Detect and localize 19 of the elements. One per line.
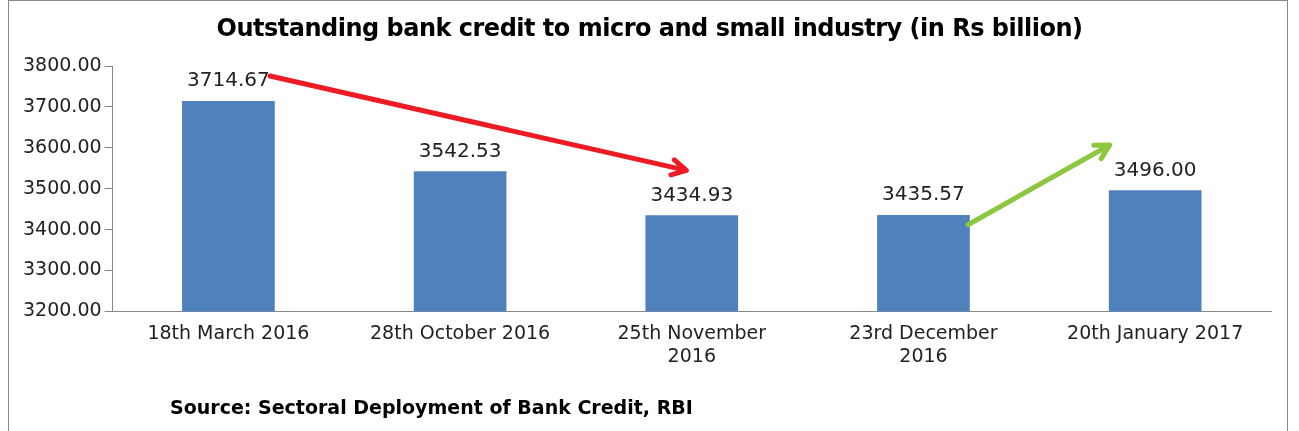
source-note: Source: Sectoral Deployment of Bank Credit, RBI [170,396,693,418]
y-tick-label: 3600.00 [22,134,102,157]
x-tick-label: 28th October 2016 [370,320,551,343]
y-tick-label: 3800.00 [22,52,102,75]
data-label: 3542.53 [418,137,502,162]
data-label: 3714.67 [187,67,270,92]
y-tick-label: 3500.00 [22,175,102,198]
y-tick-label: 3700.00 [22,93,102,116]
x-tick-label: 25th November 2016 [617,320,767,366]
y-tick-label: 3400.00 [22,216,102,239]
data-label: 3496.00 [1113,156,1197,181]
data-label: 3435.57 [882,181,965,206]
x-tick-label: 18th March 2016 [147,320,310,343]
chart-title: Outstanding bank credit to micro and small industry (in Rs billion) [215,14,1084,42]
y-tick-label: 3300.00 [22,257,102,280]
data-label: 3434.93 [650,181,734,206]
x-tick-label: 20th January 2017 [1067,320,1244,343]
y-tick-label: 3200.00 [22,298,102,321]
x-tick-label: 23rd December 2016 [849,320,998,366]
